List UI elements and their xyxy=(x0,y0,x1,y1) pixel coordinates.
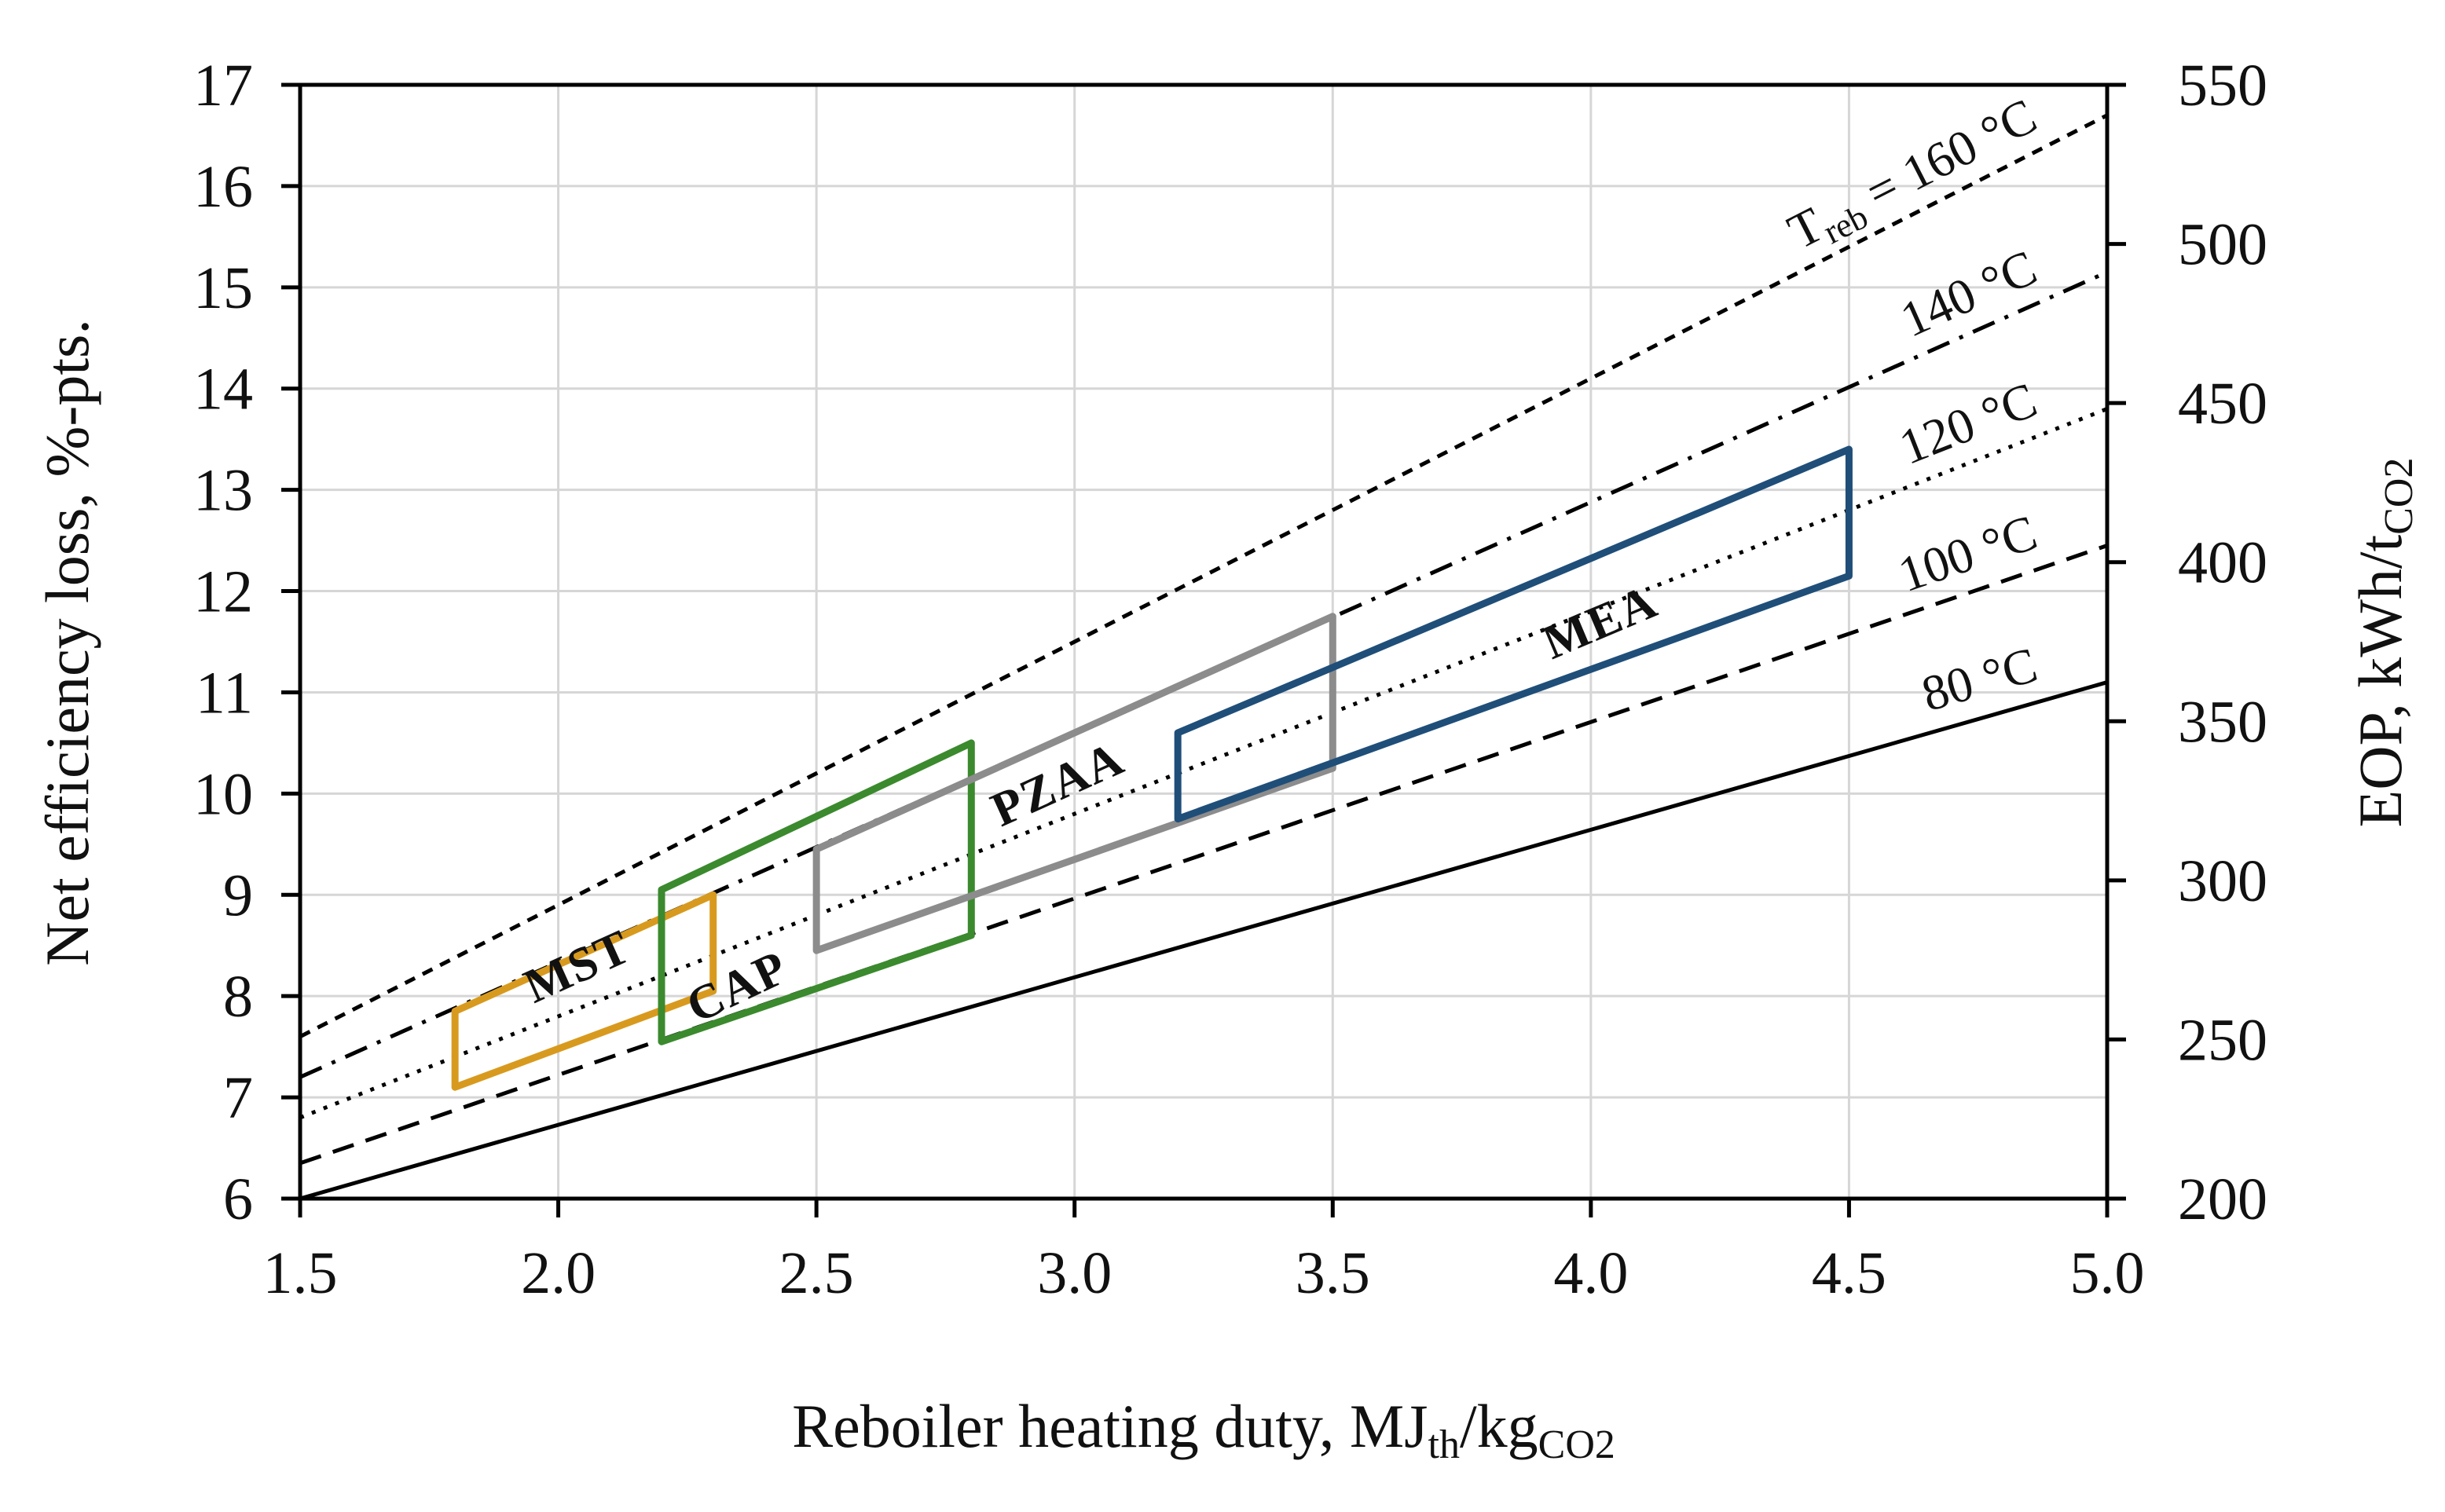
grid-layer xyxy=(300,85,2107,1199)
y-left-tick-label: 11 xyxy=(196,660,253,726)
y-axis-right-title-sub: CO2 xyxy=(2377,458,2421,535)
x-tick-label: 3.5 xyxy=(1296,1240,1370,1306)
temp-line-label: 120 °C xyxy=(1892,372,2044,475)
x-tick-label: 5.0 xyxy=(2070,1240,2145,1306)
y-left-tick-label: 8 xyxy=(223,964,253,1030)
y-left-tick-label: 17 xyxy=(193,53,253,119)
temp-line-label: Treb = 160 °C xyxy=(1780,87,2048,265)
x-tick-label: 2.5 xyxy=(779,1240,854,1306)
x-axis-title-sub2: CO2 xyxy=(1538,1422,1615,1467)
temp-line xyxy=(299,544,2108,1166)
y-left-tick-label: 6 xyxy=(223,1166,253,1232)
y-right-tick-label: 450 xyxy=(2178,371,2267,437)
region-layer xyxy=(451,445,1853,1091)
region-cap-label: CAP xyxy=(679,940,797,1034)
region-mst-outline xyxy=(451,891,717,1091)
y-left-tick-label: 15 xyxy=(193,255,253,321)
y-left-tick-label: 16 xyxy=(193,154,253,220)
temp-line-label: 140 °C xyxy=(1893,239,2045,347)
y-right-tick-label: 300 xyxy=(2178,848,2267,914)
series-layer xyxy=(299,113,2109,1201)
x-axis-title-sub1: th xyxy=(1428,1422,1460,1467)
y-right-tick-label: 350 xyxy=(2178,689,2267,755)
y-axis-left-title: Net efficiency loss, %-pts. xyxy=(33,319,101,966)
x-tick-label: 1.5 xyxy=(263,1240,338,1306)
x-tick-label: 4.0 xyxy=(1553,1240,1628,1306)
x-axis-title: Reboiler heating duty, MJth/kgCO2 xyxy=(792,1392,1615,1467)
temp-line xyxy=(299,680,2108,1201)
region-mst-label: MST xyxy=(516,920,639,1014)
y-left-tick-label: 14 xyxy=(193,357,253,423)
temp-line xyxy=(299,270,2109,1079)
tick-layer xyxy=(281,82,2126,1217)
plot-frame xyxy=(298,82,2110,1201)
region-pzaa-label: PZAA xyxy=(984,731,1132,837)
region-mea-outline xyxy=(1174,445,1853,823)
label-layer: 1.5 2.0 2.5 3.0 3.5 4.0 4.5 5.0 6 7 8 9 10 11 12 13 14 15… xyxy=(193,53,2267,1306)
y-right-tick-label: 550 xyxy=(2178,53,2267,119)
treb-eq: = 160 °C xyxy=(1846,87,2045,225)
x-tick-label: 4.5 xyxy=(1812,1240,1886,1306)
y-left-tick-label: 10 xyxy=(193,761,253,827)
y-left-tick-label: 9 xyxy=(223,862,253,928)
region-mea-label: MEA xyxy=(1535,574,1665,669)
temp-line xyxy=(299,407,2108,1120)
x-axis-title-mid: /kg xyxy=(1460,1392,1538,1460)
y-right-tick-label: 400 xyxy=(2178,530,2267,596)
temp-line xyxy=(299,113,2109,1038)
temp-line-label: 80 °C xyxy=(1915,636,2043,722)
x-tick-label: 2.0 xyxy=(521,1240,596,1306)
region-pzaa-outline xyxy=(812,613,1336,954)
region-cap-outline xyxy=(658,739,975,1045)
y-left-tick-label: 13 xyxy=(193,458,253,524)
temp-line-label: 100 °C xyxy=(1892,504,2044,603)
y-axis-right-title: EOP, kWh/tCO2 xyxy=(2346,458,2421,828)
y-right-tick-label: 250 xyxy=(2178,1007,2267,1073)
y-right-tick-label: 500 xyxy=(2178,212,2267,278)
x-tick-label: 3.0 xyxy=(1037,1240,1112,1306)
y-right-tick-label: 200 xyxy=(2178,1166,2267,1232)
y-left-tick-label: 7 xyxy=(223,1065,253,1131)
y-left-tick-label: 12 xyxy=(193,559,253,625)
